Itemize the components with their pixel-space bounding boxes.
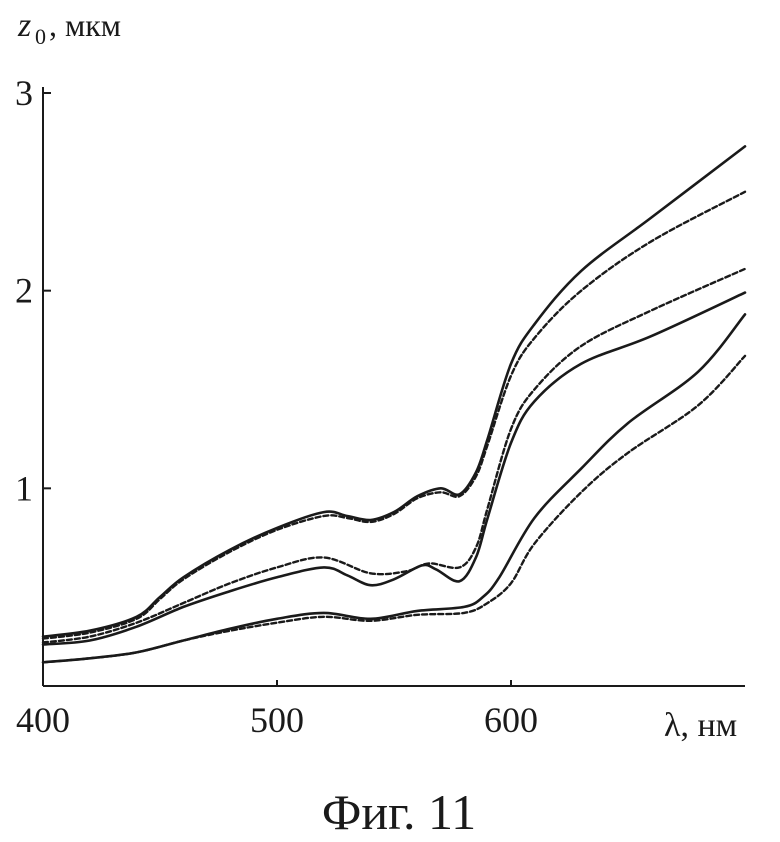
x-tick-label: 600	[484, 700, 538, 740]
x-tick-label: 500	[250, 700, 304, 740]
y-tick-label: 1	[15, 468, 33, 508]
series-line-4-solid	[41, 291, 747, 646]
series-line-6-dashed	[41, 354, 747, 664]
series-line-3-dashed	[41, 267, 747, 644]
series-line-1-solid	[41, 145, 747, 638]
series-line-2-dashed	[41, 190, 747, 640]
figure-caption: Фиг. 11	[322, 784, 476, 840]
x-axis-label: λ, нм	[664, 707, 737, 744]
y-tick-label: 3	[15, 73, 33, 113]
y-axis-label-subscript: 0	[35, 24, 46, 49]
y-axis-label-main: z	[17, 7, 31, 44]
plot-area: 1 2 3 400 500 600	[15, 73, 747, 740]
x-tick-label: 400	[16, 700, 70, 740]
y-tick-label: 2	[15, 271, 33, 311]
y-axis-label-unit: , мкм	[49, 7, 121, 43]
series-line-5-solid	[41, 313, 747, 664]
